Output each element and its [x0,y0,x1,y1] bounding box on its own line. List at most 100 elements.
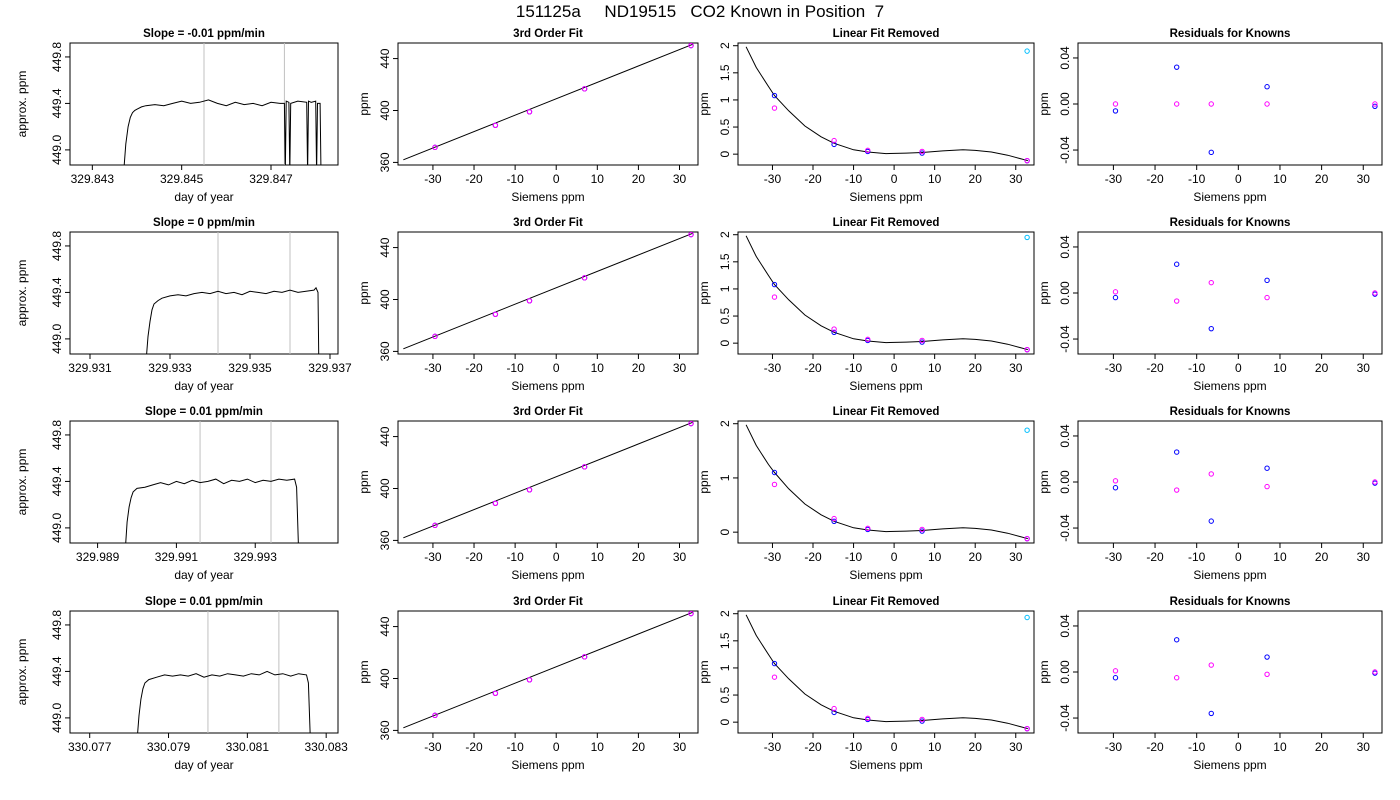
trace-line [137,670,311,733]
data-point [1024,725,1030,732]
y-tick-label: 449.8 [50,231,64,261]
panel-title: 3rd Order Fit [513,596,583,608]
plot-frame [397,231,699,355]
fit-curve [745,614,1029,730]
plot-area [137,611,311,733]
x-tick-label: 329.847 [249,172,293,186]
data-point [1208,101,1214,107]
data-point [831,141,837,148]
y-tick-label: 360 [378,720,392,740]
y-tick-label: 400 [378,289,392,309]
fit-line [403,232,693,350]
x-tick-label: 20 [1315,550,1329,564]
data-point [919,718,925,724]
data-point [831,329,837,336]
x-tick-label: -30 [764,550,782,564]
x-tick-label: -10 [1188,740,1206,754]
x-tick-label: 329.993 [234,550,278,564]
y-tick-label: 449.4 [50,88,64,118]
panel-r2-c2: Linear Fit Removed-30 -20 -10 0 10 20 30Siemen… [697,406,1035,582]
panel-title: Linear Fit Removed [833,596,940,608]
x-tick-label: -20 [804,361,822,375]
y-tick-label: 0.5 [718,118,732,135]
data-point [526,109,533,115]
data-point [688,232,694,238]
data-point [831,515,837,522]
y-tick-label: 449.0 [50,135,64,165]
y-tick-label: 1.5 [718,632,732,649]
plot-area [745,234,1030,353]
y-axis-label: approx. ppm [15,71,29,138]
data-point [1112,478,1119,484]
y-axis-label: ppm [1037,92,1051,115]
x-axis-label: day of year [174,190,233,204]
data-point [771,660,778,667]
y-tick-label: 1.5 [718,253,732,270]
data-point [1112,485,1119,491]
data-point [1024,48,1030,54]
y-axis-label: approx. ppm [15,639,29,706]
x-tick-label: -10 [506,740,524,754]
x-tick-label: 10 [928,361,942,375]
y-tick-label: 449.4 [50,466,64,496]
data-point [919,339,925,345]
x-tick-label: 10 [928,172,942,186]
plot-area [745,614,1030,732]
x-tick-label: -10 [1188,361,1206,375]
x-tick-label: 329.845 [160,172,204,186]
y-tick-label: 2 [718,231,732,238]
x-tick-label: 329.989 [76,550,120,564]
x-axis-label: day of year [174,568,233,582]
panel-r1-c2: Linear Fit Removed-30 -20 -10 0 10 20 30Siemen… [697,217,1035,393]
y-tick-label: 449.8 [50,420,64,450]
y-tick-label: 1 [718,96,732,103]
y-tick-label: 0.5 [718,686,732,703]
x-tick-label: 329.931 [68,361,112,375]
plot-area [146,232,320,354]
x-tick-label: -30 [424,172,442,186]
x-tick-label: 30 [1357,361,1371,375]
panel-r1-c3: Residuals for Knowns -30 -20 -10 0 10 20 30 Siem… [1037,217,1383,393]
x-tick-label: 20 [969,361,983,375]
data-point [1264,465,1270,471]
x-axis-label: Siemens ppm [511,758,584,772]
x-tick-label: 329.843 [71,172,115,186]
x-tick-label: 10 [1273,361,1287,375]
data-point [492,122,499,128]
panel-r3-c3: Residuals for Knowns -30 -20 -10 0 10 20 30 Siem… [1037,596,1383,772]
panel-r1-c1: 3rd Order Fit -30 -20 -10 0 10 20 30 Siemens ppm… [357,217,699,393]
x-tick-label: 0 [1235,361,1242,375]
data-point [919,716,925,723]
y-tick-label: 440 [378,426,392,446]
plot-area [403,43,694,161]
y-axis-label: ppm [1037,660,1051,683]
data-point [771,294,778,300]
fit-line [403,611,693,729]
data-point [771,469,778,476]
x-tick-label: -10 [845,172,863,186]
y-tick-label: 0.5 [718,307,732,324]
data-point [919,150,925,156]
x-tick-label: 10 [591,172,605,186]
panel-title: Linear Fit Removed [833,217,940,229]
data-point [1173,675,1180,681]
x-tick-label: 20 [1315,740,1329,754]
panel-r0-c2: Linear Fit Removed-30 -20 -10 0 10 20 30Siemen… [697,28,1035,204]
data-point [432,522,438,529]
y-tick-label: 0 [718,718,732,725]
data-point [432,712,438,719]
y-tick-label: 449.8 [50,42,64,72]
panel-title: Slope = 0.01 ppm/min [145,406,263,418]
x-axis-label: Siemens ppm [1193,190,1266,204]
y-tick-label: 449.8 [50,610,64,640]
plot-area [1112,637,1378,717]
y-axis-label: approx. ppm [15,449,29,516]
x-tick-label: 30 [1357,740,1371,754]
data-point [919,148,925,155]
x-axis-label: Siemens ppm [849,758,922,772]
data-point [1372,290,1378,296]
plot-frame [737,42,1035,166]
x-tick-label: 10 [591,361,605,375]
plot-area [745,46,1030,164]
